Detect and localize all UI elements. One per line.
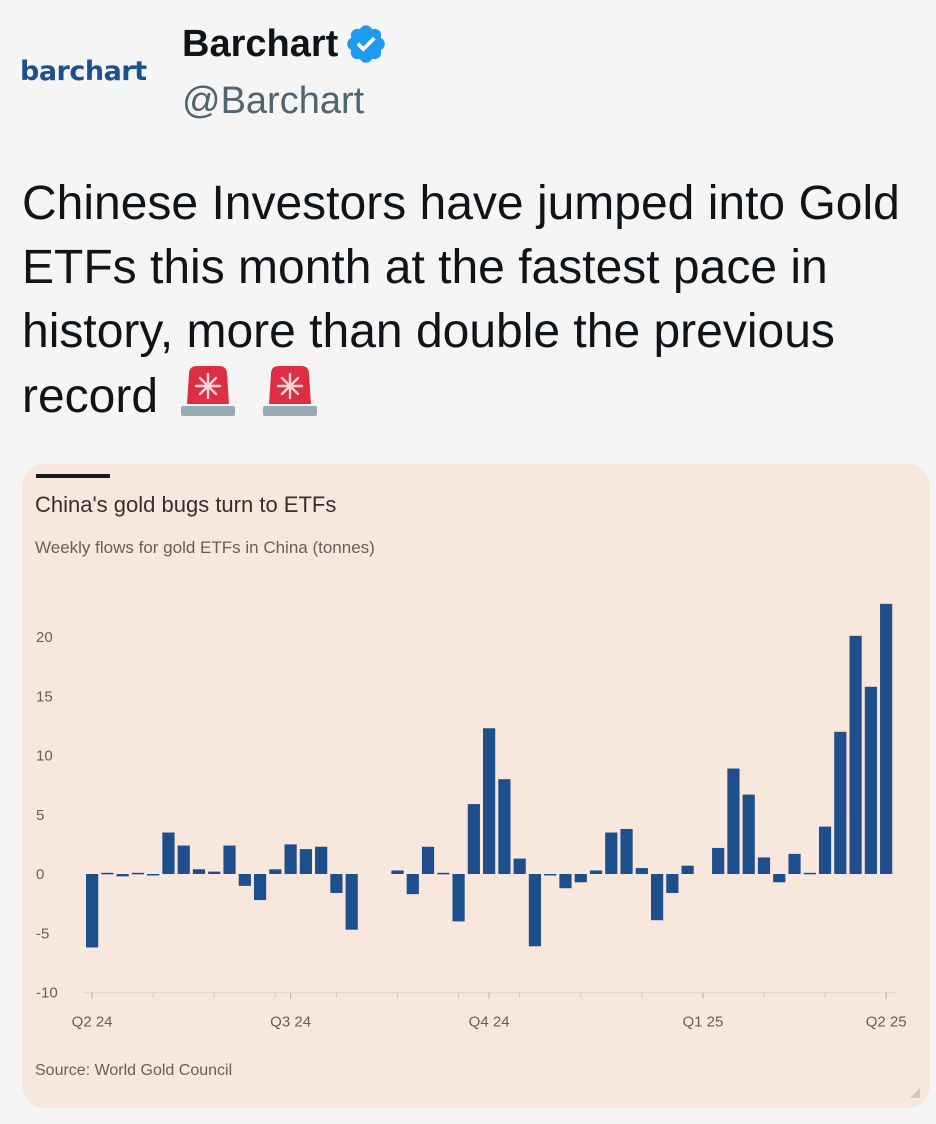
bar bbox=[742, 794, 755, 874]
tweet-text-body: Chinese Investors have jumped into Gold … bbox=[22, 177, 900, 423]
y-tick-label: 10 bbox=[36, 748, 53, 765]
bar bbox=[284, 844, 297, 874]
bar bbox=[177, 845, 190, 874]
bar bbox=[421, 846, 435, 874]
bar bbox=[818, 826, 832, 874]
x-tick-label: Q1 25 bbox=[682, 1014, 723, 1031]
bar bbox=[880, 603, 893, 874]
y-tick-label: -10 bbox=[36, 985, 58, 1002]
y-tick-label: 0 bbox=[36, 866, 44, 883]
x-tick-label: Q2 24 bbox=[72, 1014, 113, 1031]
bar bbox=[330, 874, 343, 893]
bar bbox=[208, 871, 221, 874]
bar bbox=[513, 858, 526, 874]
police-car-light-icon bbox=[262, 366, 317, 416]
bar bbox=[452, 874, 465, 922]
chart-source: Source: World Gold Council bbox=[35, 1062, 233, 1079]
bar bbox=[406, 874, 419, 895]
account-display-name[interactable]: Barchart bbox=[182, 22, 339, 65]
tweet-text: Chinese Investors have jumped into Gold … bbox=[22, 172, 922, 429]
bar bbox=[650, 874, 664, 921]
bar bbox=[681, 865, 694, 874]
bar bbox=[86, 874, 99, 948]
bar bbox=[498, 779, 511, 874]
bar-chart: 20 15 10 5 0 -5 -10 Q2 24 Q3 24 Q4 24 Q1 25 Q2 25 bbox=[36, 603, 907, 1031]
account-handle[interactable]: @Barchart bbox=[182, 80, 365, 122]
bar bbox=[574, 874, 587, 883]
y-tick-label: 20 bbox=[36, 629, 53, 646]
bar bbox=[101, 872, 114, 875]
bar bbox=[666, 874, 679, 893]
bar bbox=[147, 874, 160, 876]
bar bbox=[483, 728, 496, 874]
bar bbox=[269, 869, 282, 874]
y-tick-label: 15 bbox=[36, 688, 53, 705]
bar bbox=[788, 853, 801, 874]
bar bbox=[559, 874, 572, 889]
bar bbox=[620, 828, 633, 874]
bar bbox=[605, 832, 618, 874]
bar bbox=[437, 872, 450, 875]
bar bbox=[727, 768, 740, 874]
bar bbox=[253, 874, 267, 901]
police-car-light-icon bbox=[181, 366, 236, 416]
y-tick-label: 5 bbox=[36, 807, 44, 824]
bar bbox=[116, 874, 129, 877]
bar bbox=[528, 874, 542, 947]
x-tick-label: Q3 24 bbox=[270, 1014, 311, 1031]
chart-card[interactable]: China's gold bugs turn to ETFs Weekly fl… bbox=[22, 464, 930, 1108]
bar bbox=[299, 849, 312, 874]
tweet-header: barchart Barchart @Barchart bbox=[0, 0, 936, 150]
bar bbox=[864, 686, 877, 874]
account-name-row: Barchart bbox=[182, 22, 388, 66]
bar bbox=[345, 874, 358, 930]
bar bbox=[589, 870, 603, 874]
bar bbox=[315, 846, 328, 874]
bar bbox=[162, 832, 175, 874]
account-logo[interactable]: barchart bbox=[20, 56, 147, 87]
bar bbox=[131, 872, 145, 875]
x-tick-label: Q2 25 bbox=[866, 1014, 907, 1031]
bar bbox=[849, 635, 862, 874]
bar bbox=[757, 857, 771, 874]
bar bbox=[773, 874, 786, 883]
verified-badge-icon bbox=[347, 25, 386, 63]
bar bbox=[803, 872, 816, 875]
bar bbox=[223, 845, 236, 874]
bar bbox=[544, 874, 557, 876]
bar bbox=[834, 731, 847, 874]
x-tick-label: Q4 24 bbox=[469, 1014, 510, 1031]
bar bbox=[712, 847, 725, 874]
chart-subtitle: Weekly flows for gold ETFs in China (ton… bbox=[35, 538, 375, 557]
resize-corner-icon bbox=[910, 1088, 920, 1098]
bar bbox=[192, 869, 206, 874]
bar bbox=[635, 868, 648, 874]
chart-accent-bar bbox=[36, 474, 110, 478]
chart-title: China's gold bugs turn to ETFs bbox=[35, 492, 337, 517]
bar bbox=[467, 804, 480, 874]
y-tick-label: -5 bbox=[36, 925, 49, 942]
bar bbox=[238, 874, 251, 886]
bar bbox=[391, 870, 404, 874]
